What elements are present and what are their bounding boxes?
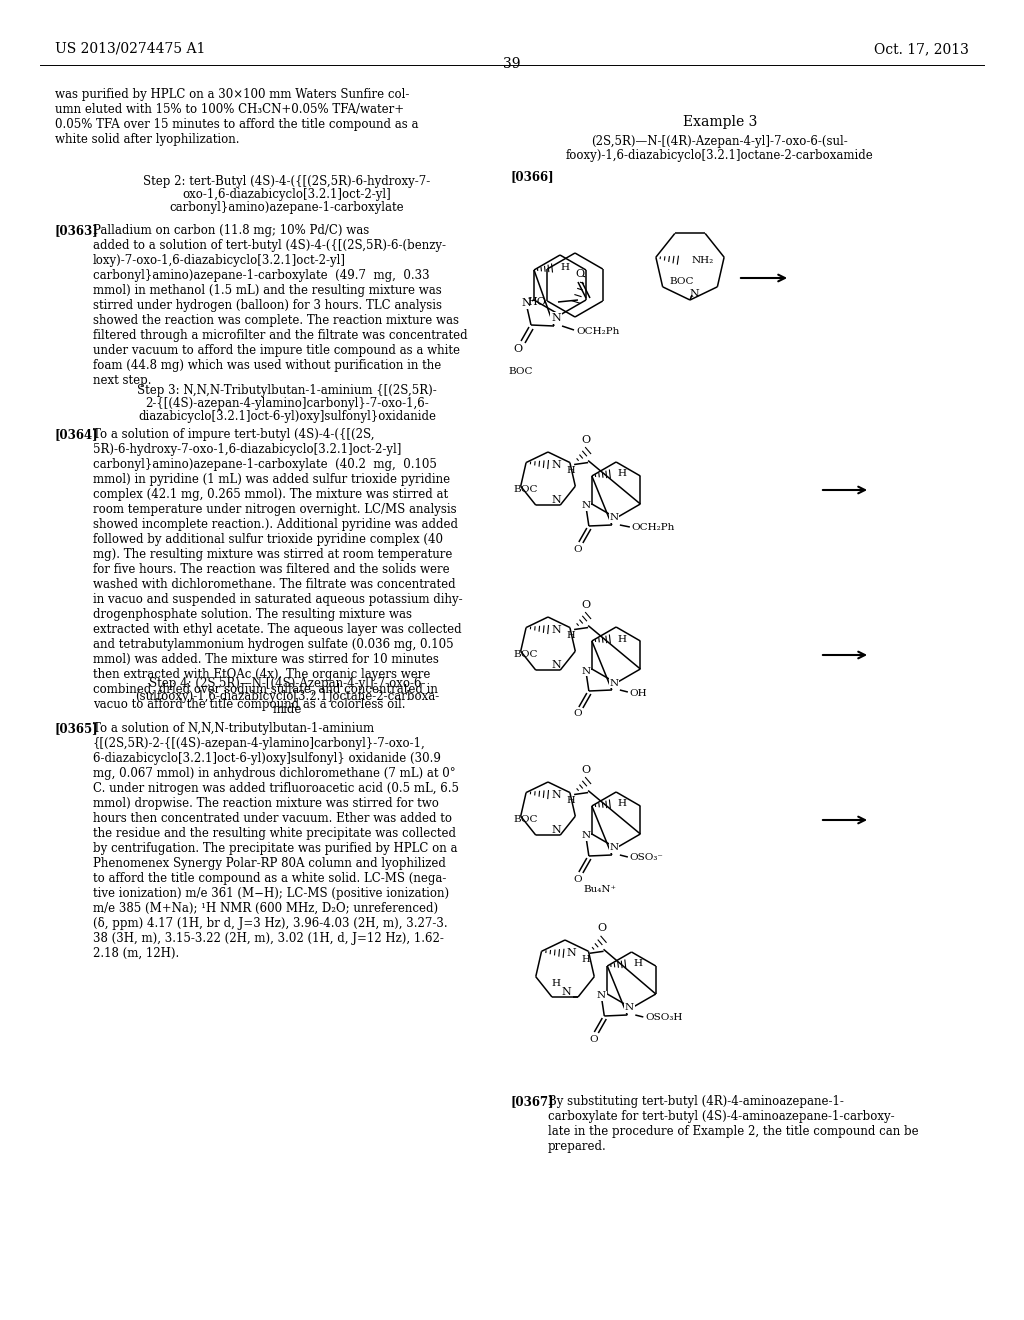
Text: N: N (609, 843, 618, 853)
Text: N: N (551, 495, 561, 506)
Text: OH: OH (630, 689, 647, 697)
Text: N: N (551, 313, 561, 323)
Text: Example 3: Example 3 (683, 115, 757, 129)
Text: O: O (573, 874, 583, 883)
Text: H: H (560, 264, 569, 272)
Text: BOC: BOC (514, 484, 539, 494)
Text: N: N (625, 1003, 634, 1012)
Text: (sulfooxy)-1,6-diazabicyclo[3.2.1]octane-2-carboxa-: (sulfooxy)-1,6-diazabicyclo[3.2.1]octane… (135, 690, 439, 704)
Text: BOC: BOC (514, 649, 539, 659)
Text: By substituting tert-butyl (4R)-4-aminoazepane-1-
carboxylate for tert-butyl (4S: By substituting tert-butyl (4R)-4-aminoa… (548, 1096, 919, 1152)
Text: carbonyl}amino)azepane-1-carboxylate: carbonyl}amino)azepane-1-carboxylate (170, 201, 404, 214)
Text: H: H (617, 470, 627, 479)
Text: Oct. 17, 2013: Oct. 17, 2013 (874, 42, 969, 55)
Text: H: H (582, 954, 590, 964)
Text: OCH₂Ph: OCH₂Ph (632, 524, 675, 532)
Text: fooxy)-1,6-diazabicyclo[3.2.1]octane-2-carboxamide: fooxy)-1,6-diazabicyclo[3.2.1]octane-2-c… (566, 149, 873, 162)
Text: OSO₃⁻: OSO₃⁻ (630, 854, 664, 862)
Text: HO: HO (527, 297, 546, 308)
Text: O: O (513, 345, 522, 354)
Text: [0364]: [0364] (55, 428, 98, 441)
Text: O: O (582, 599, 591, 610)
Text: N: N (609, 513, 618, 523)
Text: N: N (521, 298, 530, 308)
Text: To a solution of impure tert-butyl (4S)-4-({[(2S,
5R)-6-hydroxy-7-oxo-1,6-diazab: To a solution of impure tert-butyl (4S)-… (93, 428, 463, 711)
Text: N: N (609, 678, 618, 688)
Text: N: N (689, 289, 698, 300)
Text: N: N (551, 624, 561, 635)
Text: H: H (617, 635, 627, 644)
Text: O: O (582, 764, 591, 775)
Text: N: N (597, 991, 606, 1001)
Text: Step 2: tert-Butyl (4S)-4-({[(2S,5R)-6-hydroxy-7-: Step 2: tert-Butyl (4S)-4-({[(2S,5R)-6-h… (143, 176, 431, 187)
Text: To a solution of N,N,N-tributylbutan-1-aminium
{[(2S,5R)-2-{[(4S)-azepan-4-ylami: To a solution of N,N,N-tributylbutan-1-a… (93, 722, 459, 960)
Text: H: H (552, 978, 560, 987)
Text: NH₂: NH₂ (692, 256, 714, 265)
Text: oxo-1,6-diazabicyclo[3.2.1]oct-2-yl]: oxo-1,6-diazabicyclo[3.2.1]oct-2-yl] (182, 187, 391, 201)
Text: [0365]: [0365] (55, 722, 98, 735)
Text: N: N (551, 459, 561, 470)
Text: O: O (573, 710, 583, 718)
Text: OCH₂Ph: OCH₂Ph (577, 326, 620, 335)
Text: O: O (573, 544, 583, 553)
Text: Bu₄N⁺: Bu₄N⁺ (584, 886, 616, 895)
Text: N: N (582, 832, 591, 841)
Text: Step 4: (2S,5R)—N-[(4S)-Azepan-4-yl]-7-oxo-6-: Step 4: (2S,5R)—N-[(4S)-Azepan-4-yl]-7-o… (148, 677, 425, 690)
Text: O: O (597, 923, 606, 933)
Text: BOC: BOC (508, 367, 532, 375)
Text: diazabicyclo[3.2.1]oct-6-yl)oxy]sulfonyl}oxidanide: diazabicyclo[3.2.1]oct-6-yl)oxy]sulfonyl… (138, 411, 436, 422)
Text: BOC: BOC (670, 277, 694, 286)
Text: Step 3: N,N,N-Tributylbutan-1-aminium {[(2S,5R)-: Step 3: N,N,N-Tributylbutan-1-aminium {[… (137, 384, 437, 397)
Text: N: N (582, 502, 591, 511)
Text: BOC: BOC (514, 814, 539, 824)
Text: was purified by HPLC on a 30×100 mm Waters Sunfire col-
umn eluted with 15% to 1: was purified by HPLC on a 30×100 mm Wate… (55, 88, 419, 147)
Text: N: N (551, 825, 561, 836)
Text: Palladium on carbon (11.8 mg; 10% Pd/C) was
added to a solution of tert-butyl (4: Palladium on carbon (11.8 mg; 10% Pd/C) … (93, 224, 468, 387)
Text: 2-{[(4S)-azepan-4-ylamino]carbonyl}-7-oxo-1,6-: 2-{[(4S)-azepan-4-ylamino]carbonyl}-7-ox… (145, 397, 429, 411)
Text: [0363]: [0363] (55, 224, 98, 238)
Text: mide: mide (272, 704, 302, 715)
Text: H: H (617, 800, 627, 808)
Text: H: H (566, 796, 574, 805)
Text: N: N (582, 667, 591, 676)
Text: (2S,5R)—N-[(4R)-Azepan-4-yl]-7-oxo-6-(sul-: (2S,5R)—N-[(4R)-Azepan-4-yl]-7-oxo-6-(su… (592, 135, 848, 148)
Text: O: O (582, 434, 591, 445)
Text: H: H (633, 960, 642, 969)
Text: N: N (561, 987, 571, 997)
Text: [0367]: [0367] (510, 1096, 554, 1107)
Text: H: H (566, 631, 574, 640)
Text: US 2013/0274475 A1: US 2013/0274475 A1 (55, 42, 206, 55)
Text: [0366]: [0366] (510, 170, 554, 183)
Text: O: O (575, 269, 585, 279)
Text: O: O (589, 1035, 598, 1044)
Text: OSO₃H: OSO₃H (645, 1014, 683, 1023)
Text: H: H (566, 466, 574, 475)
Text: 39: 39 (503, 57, 521, 71)
Text: N: N (566, 948, 577, 958)
Text: N: N (551, 660, 561, 671)
Text: N: N (551, 789, 561, 800)
